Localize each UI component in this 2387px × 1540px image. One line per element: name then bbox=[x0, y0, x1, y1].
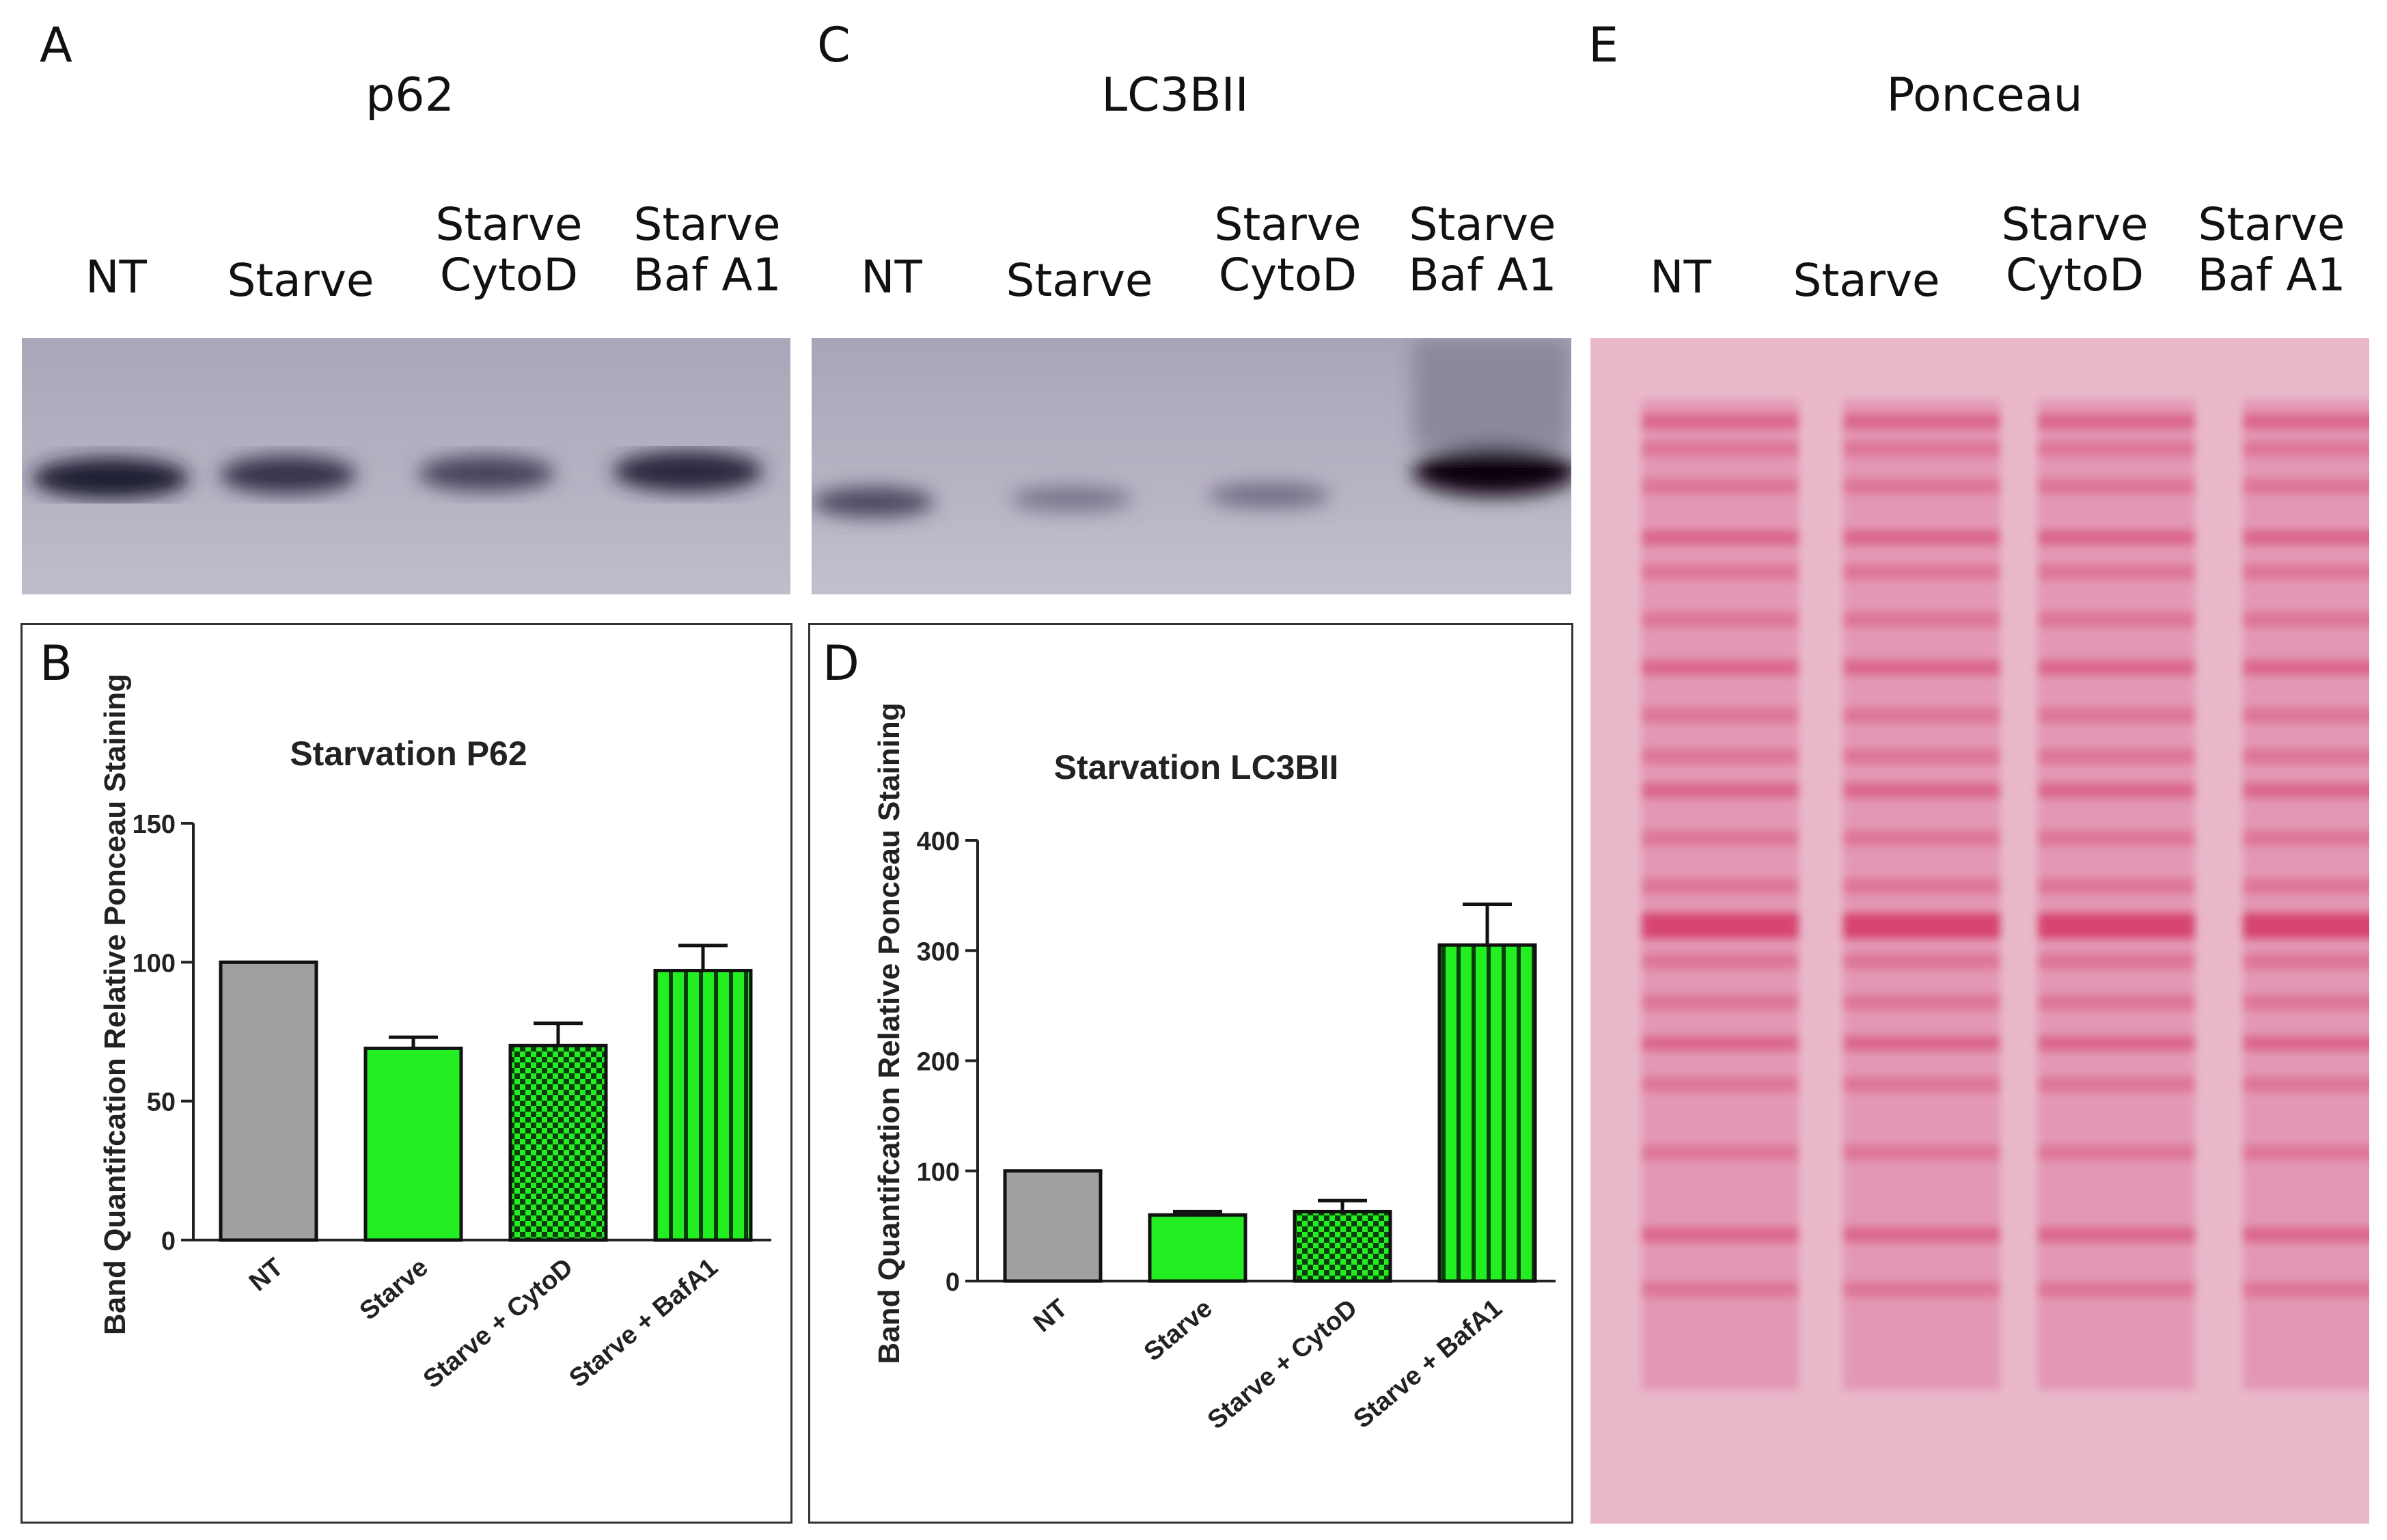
blot-image bbox=[22, 338, 790, 594]
x-tick-label: NT bbox=[244, 1253, 289, 1297]
y-tick-label: 400 bbox=[917, 827, 960, 856]
y-tick-label: 0 bbox=[946, 1268, 960, 1297]
chart-panel-d: D Starvation LC3BII Band Quantifcation Re… bbox=[808, 623, 1573, 1524]
y-tick-label: 50 bbox=[147, 1088, 176, 1117]
x-tick-label: Starve bbox=[1139, 1294, 1218, 1367]
y-tick-label: 100 bbox=[917, 1158, 960, 1187]
panel-letter-c: C bbox=[817, 17, 851, 73]
blot-image bbox=[812, 338, 1571, 594]
bar bbox=[363, 1046, 463, 1242]
x-tick-label: Starve + BafA1 bbox=[1348, 1294, 1507, 1434]
panel-letter-d: D bbox=[823, 635, 859, 691]
chart-title: Starvation LC3BII bbox=[1054, 748, 1339, 786]
bar bbox=[653, 969, 753, 1242]
lane-label: NT bbox=[861, 250, 922, 303]
x-tick-label: NT bbox=[1028, 1294, 1073, 1338]
chart-title: Starvation P62 bbox=[290, 734, 527, 773]
y-tick-label: 200 bbox=[917, 1048, 960, 1077]
blot-title-ponceau: Ponceau bbox=[1886, 68, 2083, 122]
lane-label: Starve Baf A1 bbox=[1408, 198, 1557, 301]
lane-label: Starve bbox=[1793, 253, 1940, 307]
western-blot-lc3bii bbox=[812, 338, 1571, 594]
y-axis-label: Band Quantifcation Relative Ponceau Stai… bbox=[98, 674, 132, 1335]
lane-label: Starve bbox=[1006, 253, 1153, 307]
lane-label: NT bbox=[1650, 250, 1711, 303]
bar bbox=[1437, 943, 1537, 1283]
y-tick-label: 0 bbox=[161, 1227, 176, 1256]
blot-title-lc3bii: LC3BII bbox=[1101, 68, 1249, 122]
lane-label: Starve CytoD bbox=[2001, 198, 2149, 301]
panel-letter-b: B bbox=[40, 635, 73, 691]
lane-label: Starve Baf A1 bbox=[2197, 198, 2346, 301]
lane-label: NT bbox=[85, 250, 147, 303]
x-tick-label: Starve bbox=[355, 1253, 434, 1326]
panel-letter-e: E bbox=[1588, 17, 1619, 73]
ponceau-stain-image bbox=[1590, 338, 2369, 1524]
bar-chart-starvation-lc3bii: Starvation LC3BII Band Quantifcation Rela… bbox=[872, 702, 1556, 1435]
x-tick-label: Starve + BafA1 bbox=[564, 1253, 723, 1393]
bar bbox=[1148, 1213, 1247, 1283]
bar bbox=[1293, 1209, 1392, 1283]
lane-label: Starve CytoD bbox=[435, 198, 583, 301]
ponceau-image bbox=[1590, 338, 2369, 1524]
lane-label: Starve Baf A1 bbox=[633, 198, 782, 301]
bar-chart-starvation-p62: Starvation P62 Band Quantifcation Relativ… bbox=[98, 674, 771, 1394]
y-tick-label: 150 bbox=[133, 810, 176, 839]
bar bbox=[219, 960, 318, 1242]
lane-label: Starve CytoD bbox=[1214, 198, 1362, 301]
chart-panel-b: B Starvation P62 Band Quantifcation Relat… bbox=[20, 623, 792, 1524]
lane-label: Starve bbox=[227, 253, 374, 307]
western-blot-p62 bbox=[22, 338, 790, 594]
y-tick-label: 100 bbox=[133, 949, 176, 978]
panel-letter-a: A bbox=[40, 17, 72, 73]
x-tick-label: Starve + CytoD bbox=[1202, 1294, 1363, 1435]
x-tick-label: Starve + CytoD bbox=[418, 1253, 579, 1394]
blot-title-p62: p62 bbox=[365, 68, 454, 122]
bar bbox=[508, 1043, 608, 1242]
bar bbox=[1003, 1169, 1103, 1283]
y-tick-label: 300 bbox=[917, 937, 960, 966]
y-axis-label: Band Quantifcation Relative Ponceau Stai… bbox=[872, 702, 906, 1364]
